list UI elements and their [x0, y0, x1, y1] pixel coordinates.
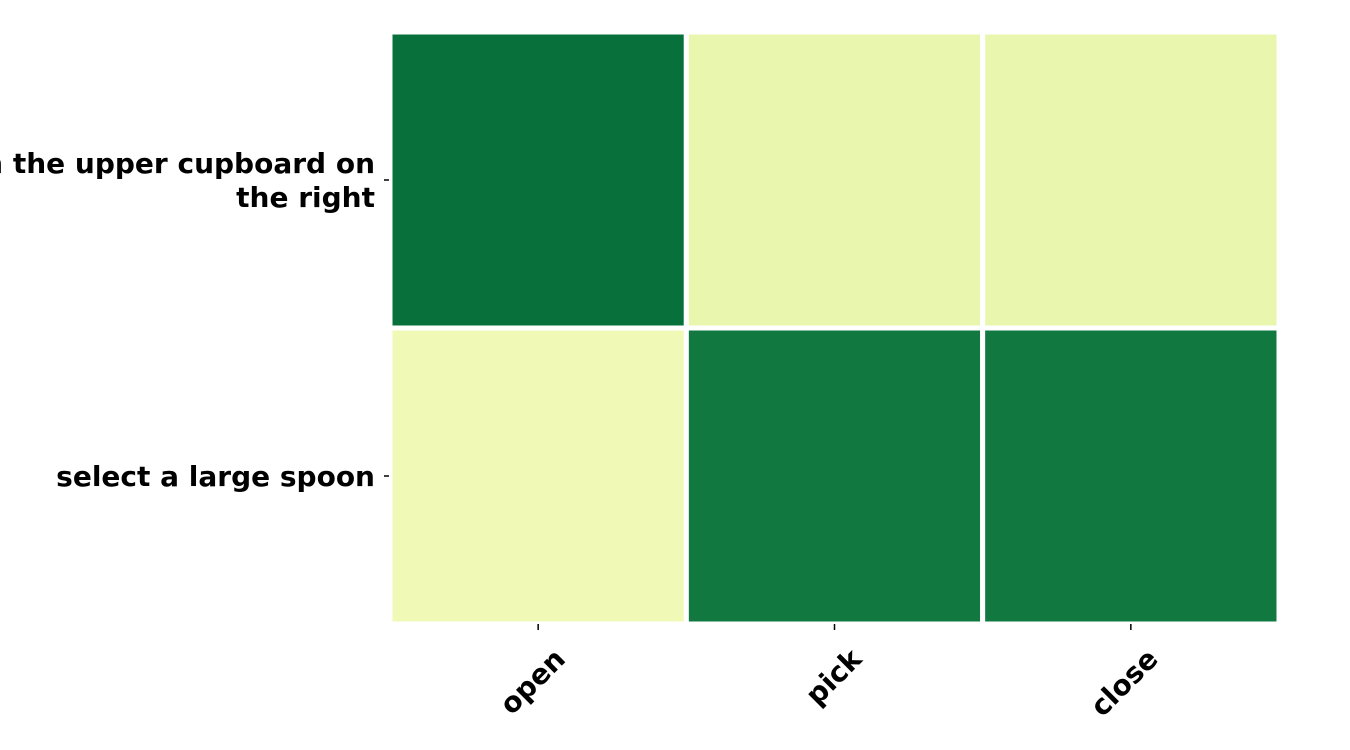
- y-tick-label-select-a-large-spoon: select a large spoon: [56, 460, 375, 493]
- x-tick-label-open: open: [493, 642, 572, 721]
- x-tick-label-pick: pick: [799, 641, 869, 711]
- x-tick-label-close: close: [1084, 642, 1165, 723]
- heatmap-cells: [387, 29, 1282, 627]
- heatmap-cell-open-the-upper-cupboard-on-the-right-open: [387, 29, 689, 331]
- heatmap-cell-open-the-upper-cupboard-on-the-right-pick: [683, 29, 986, 331]
- heatmap-cell-open-the-upper-cupboard-on-the-right-close: [980, 29, 1282, 331]
- heatmap-cell-select-a-large-spoon-open: [387, 325, 689, 627]
- heatmap-cell-select-a-large-spoon-pick: [683, 325, 986, 627]
- heatmap-cell-select-a-large-spoon-close: [980, 325, 1282, 627]
- x-axis: open pick close: [493, 624, 1164, 723]
